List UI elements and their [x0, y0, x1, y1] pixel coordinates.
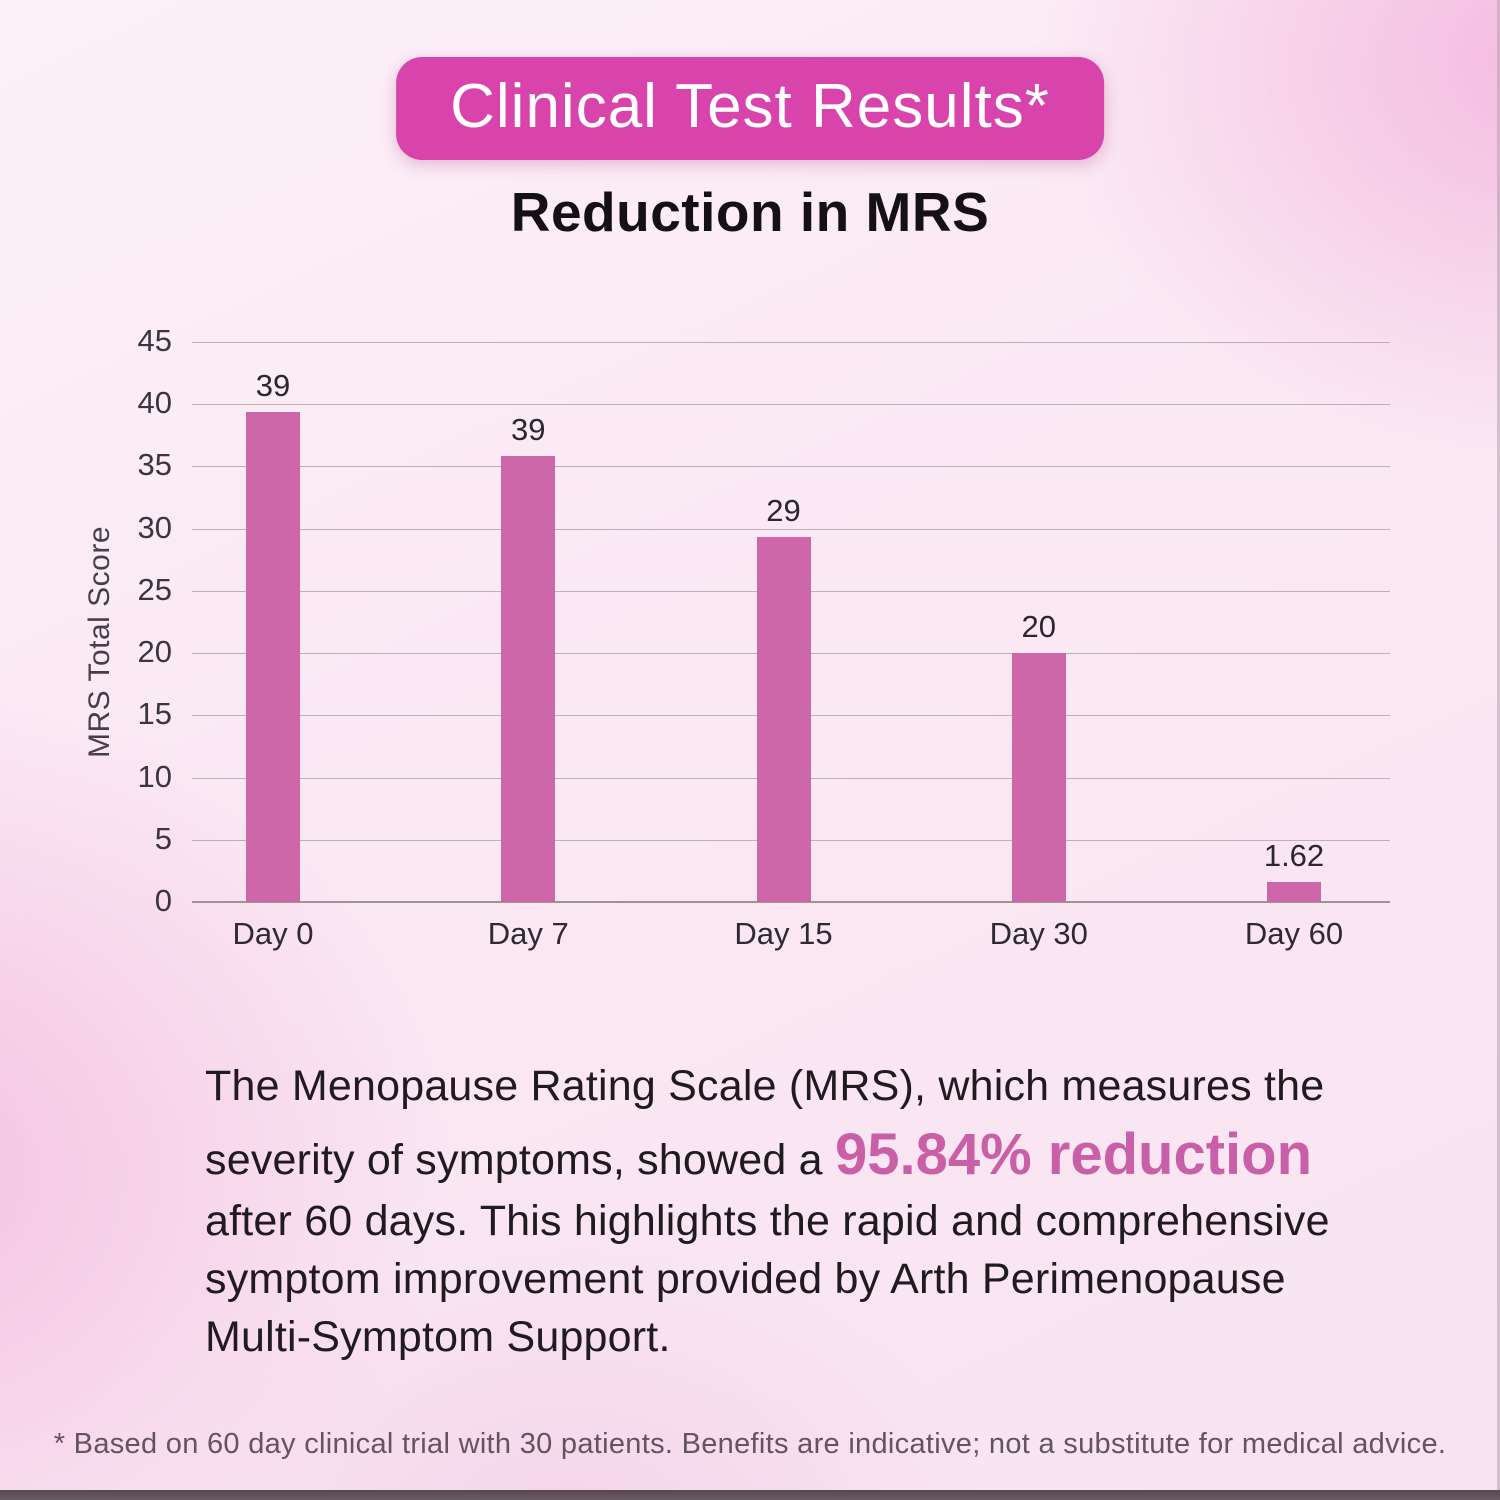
y-tick-label-40: 40 — [137, 385, 172, 421]
gridline-y-35 — [192, 466, 1390, 468]
x-tick-label-day-30: Day 30 — [989, 916, 1088, 951]
y-tick-label-25: 25 — [137, 571, 172, 607]
y-tick-label-10: 10 — [137, 758, 172, 794]
y-tick-label-45: 45 — [137, 323, 172, 358]
y-tick-label-35: 35 — [137, 447, 172, 483]
bottom-edge-line — [0, 1490, 1500, 1500]
bar-value-label-day-15: 29 — [766, 493, 801, 529]
gridline-y-40 — [192, 404, 1390, 406]
description-text-before: The Menopause Rating Scale (MRS), which … — [205, 1062, 1325, 1184]
y-tick-label-5: 5 — [154, 820, 172, 856]
y-tick-label-0: 0 — [154, 883, 172, 918]
bar-value-label-day-0: 39 — [255, 367, 291, 403]
x-tick-label-day-15: Day 15 — [734, 916, 833, 951]
bar-day-30 — [1011, 653, 1066, 902]
reduction-highlight: 95.84% reduction — [834, 1121, 1312, 1187]
gridline-y-0 — [192, 901, 1390, 903]
y-tick-label-15: 15 — [137, 696, 172, 732]
description-text-after: after 60 days. This highlights the rapid… — [205, 1197, 1330, 1361]
badge-label: Clinical Test Results* — [450, 72, 1050, 141]
x-tick-label-day-0: Day 0 — [232, 916, 314, 951]
bar-day-0 — [246, 411, 300, 902]
description-paragraph: The Menopause Rating Scale (MRS), which … — [205, 1058, 1395, 1366]
gridline-y-45 — [192, 342, 1390, 343]
y-tick-label-20: 20 — [137, 634, 172, 670]
bar-day-7 — [501, 456, 556, 902]
disclaimer-footnote: * Based on 60 day clinical trial with 30… — [53, 1428, 1447, 1460]
bar-day-15 — [756, 537, 811, 902]
gridline-y-30 — [192, 528, 1390, 530]
bar-value-label-day-7: 39 — [511, 412, 546, 448]
right-edge-line — [1497, 0, 1500, 1500]
bar-day-60 — [1267, 881, 1321, 902]
x-tick-label-day-7: Day 7 — [487, 916, 569, 951]
chart-title: Reduction in MRS — [510, 181, 990, 243]
x-tick-label-day-60: Day 60 — [1244, 916, 1344, 951]
bar-value-label-day-60: 1.62 — [1263, 837, 1325, 873]
y-tick-label-30: 30 — [137, 509, 172, 545]
bar-value-label-day-30: 20 — [1021, 609, 1056, 645]
clinical-test-results-badge: Clinical Test Results* — [396, 57, 1104, 160]
